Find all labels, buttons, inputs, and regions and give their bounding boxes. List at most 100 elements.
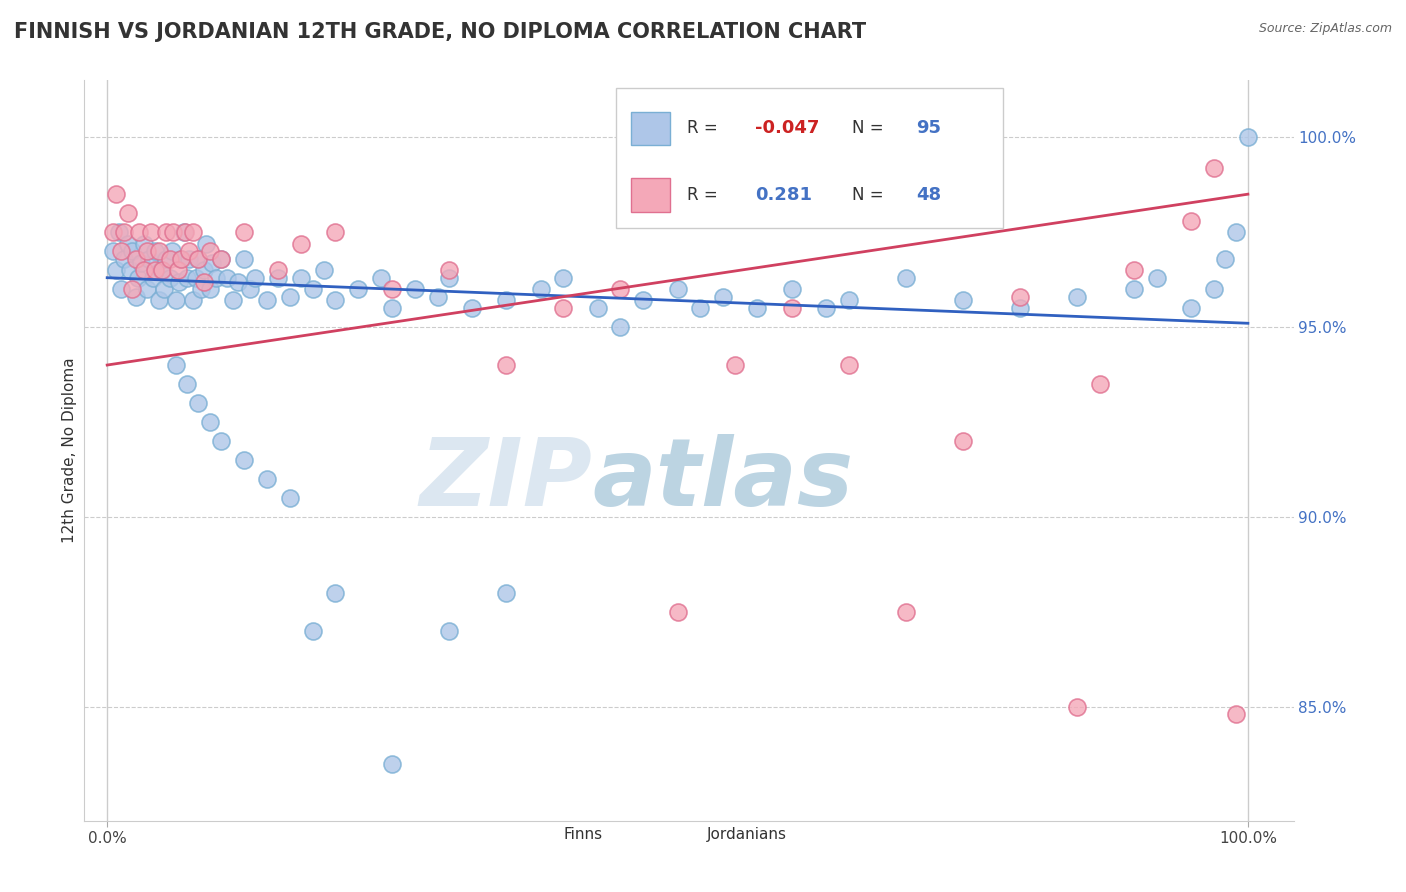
Point	[633, 293, 655, 308]
Point	[711, 290, 734, 304]
Point	[149, 263, 172, 277]
Point	[301, 624, 323, 638]
Point	[1088, 377, 1111, 392]
Point	[838, 293, 860, 308]
Point	[198, 244, 221, 259]
Point	[165, 358, 187, 372]
Point	[780, 282, 803, 296]
Point	[181, 225, 204, 239]
Point	[1225, 225, 1247, 239]
Point	[101, 244, 124, 259]
Point	[167, 275, 190, 289]
Point	[245, 270, 267, 285]
Point	[256, 472, 278, 486]
Point	[105, 187, 128, 202]
Point	[101, 225, 124, 239]
Point	[666, 282, 689, 296]
Point	[221, 293, 243, 308]
Point	[427, 290, 450, 304]
Point	[290, 236, 312, 251]
Point	[165, 293, 187, 308]
Point	[301, 282, 323, 296]
Point	[148, 244, 170, 259]
Point	[381, 756, 404, 771]
Point	[586, 301, 609, 315]
Point	[193, 263, 215, 277]
Point	[1180, 213, 1202, 227]
Point	[187, 396, 209, 410]
Point	[187, 252, 209, 266]
Point	[132, 236, 155, 251]
Point	[439, 624, 461, 638]
Point	[323, 586, 346, 600]
Point	[127, 270, 149, 285]
Text: R =: R =	[686, 186, 717, 204]
Point	[1225, 707, 1247, 722]
Point	[209, 434, 232, 448]
Point	[278, 491, 301, 505]
Point	[553, 301, 575, 315]
Point	[121, 244, 143, 259]
Point	[1066, 699, 1088, 714]
Text: N =: N =	[852, 120, 884, 137]
Point	[1213, 252, 1236, 266]
Point	[179, 252, 201, 266]
Point	[162, 225, 184, 239]
Point	[952, 293, 974, 308]
Point	[121, 282, 143, 296]
Point	[530, 282, 553, 296]
Point	[128, 225, 150, 239]
Point	[179, 244, 201, 259]
Point	[780, 301, 803, 315]
Text: Jordanians: Jordanians	[707, 827, 787, 842]
Point	[155, 225, 177, 239]
Point	[198, 415, 221, 429]
Point	[814, 301, 837, 315]
Point	[1146, 270, 1168, 285]
Point	[347, 282, 370, 296]
Point	[609, 320, 631, 334]
FancyBboxPatch shape	[616, 87, 1004, 228]
Point	[170, 252, 193, 266]
Point	[159, 252, 181, 266]
Point	[381, 282, 404, 296]
Point	[553, 270, 575, 285]
Point	[495, 358, 517, 372]
Point	[153, 282, 176, 296]
Point	[181, 293, 204, 308]
FancyBboxPatch shape	[520, 831, 554, 853]
Point	[1122, 282, 1144, 296]
Text: R =: R =	[686, 120, 717, 137]
Text: N =: N =	[852, 186, 884, 204]
Text: 0.281: 0.281	[755, 186, 813, 204]
Text: 48: 48	[917, 186, 942, 204]
Point	[132, 263, 155, 277]
Point	[176, 270, 198, 285]
Point	[136, 282, 159, 296]
Text: FINNISH VS JORDANIAN 12TH GRADE, NO DIPLOMA CORRELATION CHART: FINNISH VS JORDANIAN 12TH GRADE, NO DIPL…	[14, 22, 866, 42]
Y-axis label: 12th Grade, No Diploma: 12th Grade, No Diploma	[62, 358, 77, 543]
FancyBboxPatch shape	[631, 112, 669, 145]
Point	[209, 252, 232, 266]
Point	[267, 270, 290, 285]
Text: ZIP: ZIP	[419, 434, 592, 526]
Point	[1180, 301, 1202, 315]
Point	[439, 263, 461, 277]
Point	[136, 244, 159, 259]
Point	[195, 236, 218, 251]
Point	[256, 293, 278, 308]
Point	[461, 301, 484, 315]
Point	[138, 252, 160, 266]
Point	[439, 270, 461, 285]
Point	[201, 255, 224, 269]
Point	[105, 263, 128, 277]
Point	[204, 270, 226, 285]
Point	[167, 263, 190, 277]
Point	[233, 252, 256, 266]
Point	[143, 244, 166, 259]
Text: atlas: atlas	[592, 434, 853, 526]
Point	[267, 263, 290, 277]
Text: Source: ZipAtlas.com: Source: ZipAtlas.com	[1258, 22, 1392, 36]
Point	[323, 225, 346, 239]
Point	[1202, 282, 1225, 296]
